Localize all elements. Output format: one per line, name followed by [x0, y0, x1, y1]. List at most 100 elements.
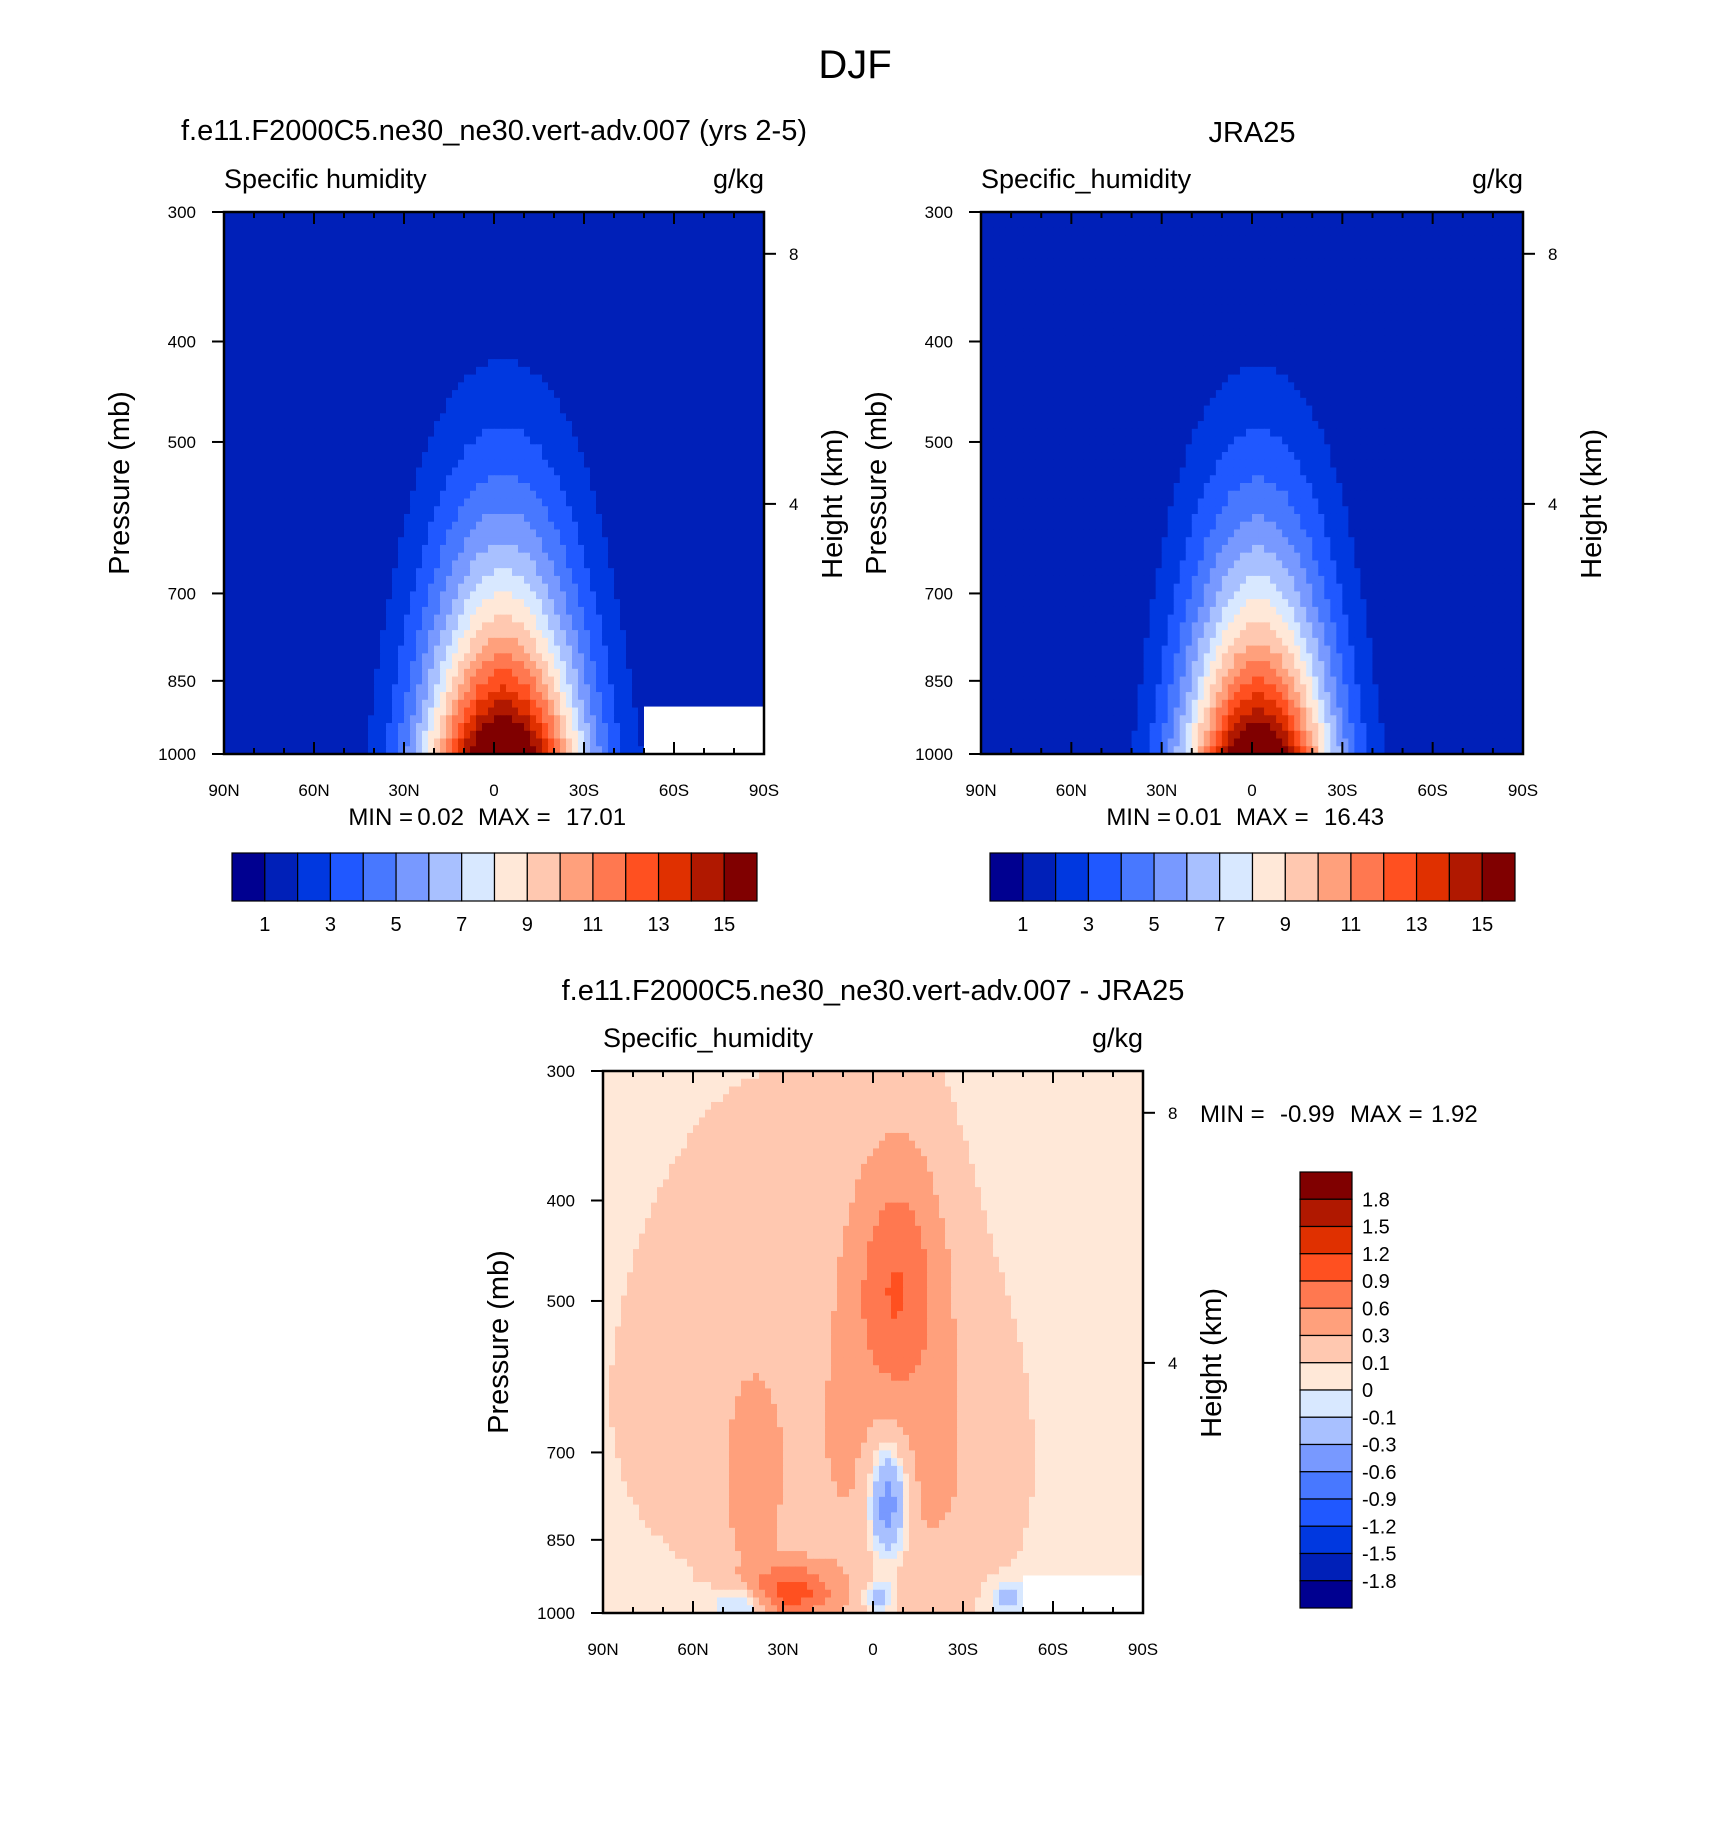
- field-cell: [716, 529, 723, 538]
- field-cell: [746, 273, 753, 283]
- field-cell: [404, 235, 411, 244]
- field-cell: [398, 273, 405, 283]
- field-cell: [692, 498, 699, 507]
- field-cell: [728, 521, 735, 531]
- field-cell: [278, 227, 285, 236]
- field-cell: [740, 413, 747, 422]
- field-cell: [482, 444, 489, 453]
- field-cell: [308, 537, 315, 546]
- field-cell: [698, 452, 705, 461]
- field-cell: [512, 483, 519, 492]
- field-cell: [422, 467, 429, 476]
- field-cell: [422, 498, 429, 507]
- field-cell: [512, 529, 519, 538]
- field-cell: [512, 320, 519, 329]
- field-cell: [440, 490, 447, 500]
- field-cell: [560, 483, 567, 492]
- field-cell: [692, 490, 699, 500]
- field-cell: [620, 374, 627, 383]
- field-cell: [560, 444, 567, 453]
- field-cell: [656, 297, 663, 306]
- field-cell: [272, 212, 279, 221]
- field-cell: [362, 568, 369, 577]
- field-cell: [422, 343, 429, 352]
- field-cell: [548, 467, 555, 476]
- field-cell: [518, 599, 525, 608]
- field-cell: [542, 583, 549, 592]
- field-cell: [716, 374, 723, 383]
- field-cell: [416, 529, 423, 538]
- field-cell: [260, 444, 267, 453]
- field-cell: [296, 227, 303, 236]
- field-cell: [500, 351, 507, 360]
- field-cell: [614, 374, 621, 383]
- field-cell: [386, 544, 393, 554]
- field-cell: [656, 289, 663, 298]
- field-cell: [344, 374, 351, 383]
- field-cell: [500, 227, 507, 236]
- field-cell: [608, 529, 615, 538]
- field-cell: [302, 583, 309, 592]
- field-cell: [476, 397, 483, 407]
- field-cell: [314, 359, 321, 368]
- field-cell: [494, 390, 501, 399]
- field-cell: [518, 529, 525, 538]
- field-cell: [266, 436, 273, 445]
- field-cell: [362, 250, 369, 260]
- field-cell: [596, 289, 603, 298]
- field-cell: [578, 537, 585, 546]
- field-cell: [584, 444, 591, 453]
- field-cell: [296, 614, 303, 623]
- field-cell: [728, 212, 735, 221]
- field-cell: [428, 413, 435, 422]
- field-cell: [458, 397, 465, 407]
- field-cell: [380, 459, 387, 469]
- field-cell: [416, 242, 423, 252]
- field-cell: [698, 281, 705, 291]
- field-cell: [392, 343, 399, 352]
- field-cell: [560, 335, 567, 345]
- field-cell: [230, 637, 237, 647]
- field-cell: [314, 490, 321, 500]
- field-cell: [314, 343, 321, 352]
- field-cell: [554, 289, 561, 298]
- field-cell: [722, 359, 729, 368]
- field-cell: [320, 483, 327, 492]
- field-cell: [590, 328, 597, 337]
- field-cell: [740, 297, 747, 306]
- field-cell: [530, 289, 537, 298]
- field-cell: [410, 366, 417, 376]
- field-cell: [470, 351, 477, 360]
- field-cell: [266, 606, 273, 616]
- field-cell: [272, 568, 279, 577]
- field-cell: [344, 560, 351, 569]
- field-cell: [554, 552, 561, 562]
- field-cell: [416, 212, 423, 221]
- field-cell: [728, 289, 735, 298]
- field-cell: [356, 490, 363, 500]
- field-cell: [386, 506, 393, 515]
- field-cell: [614, 599, 621, 608]
- field-cell: [416, 343, 423, 352]
- field-cell: [392, 490, 399, 500]
- field-cell: [254, 467, 261, 476]
- field-cell: [230, 444, 237, 453]
- field-cell: [368, 606, 375, 616]
- field-cell: [542, 459, 549, 469]
- field-cell: [740, 436, 747, 445]
- field-cell: [392, 599, 399, 608]
- field-cell: [416, 320, 423, 329]
- field-cell: [704, 219, 711, 229]
- field-cell: [674, 374, 681, 383]
- field-cell: [392, 568, 399, 577]
- field-cell: [512, 227, 519, 236]
- field-cell: [530, 591, 537, 600]
- field-cell: [716, 560, 723, 569]
- field-cell: [452, 320, 459, 329]
- field-cell: [620, 258, 627, 267]
- field-cell: [356, 498, 363, 507]
- field-cell: [728, 475, 735, 484]
- field-cell: [386, 498, 393, 507]
- field-cell: [590, 397, 597, 407]
- field-cell: [596, 622, 603, 631]
